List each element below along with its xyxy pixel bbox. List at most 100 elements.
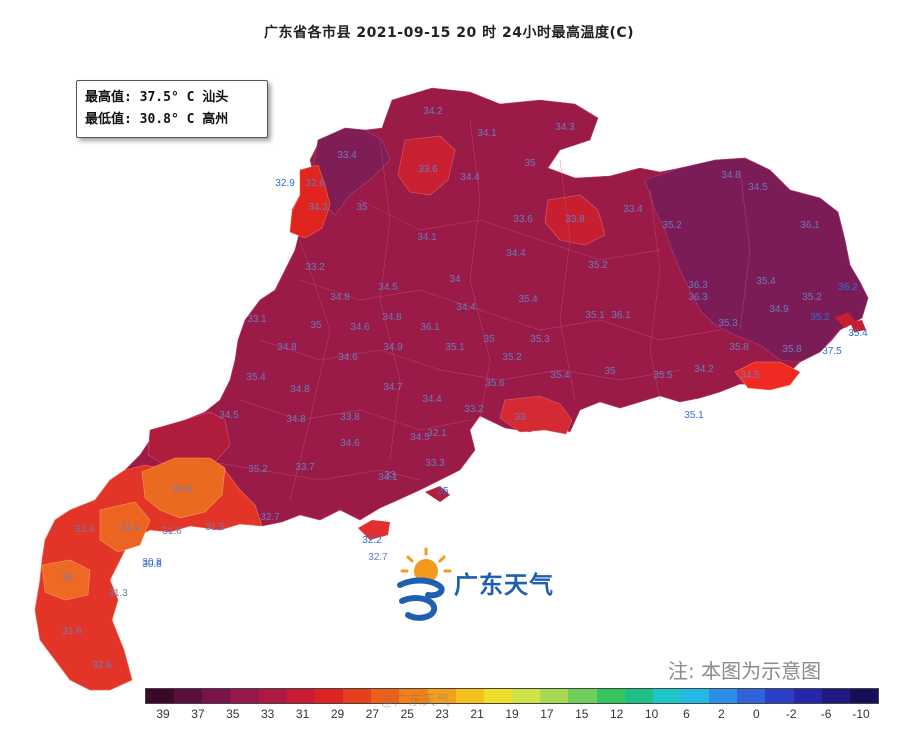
station-temperature-label: 36.1 [420, 322, 440, 333]
colorbar-tick-label: 2 [718, 707, 725, 721]
station-temperature-label: 34.8 [290, 384, 310, 395]
colorbar-swatch [230, 689, 259, 703]
station-temperature-label: 35 [356, 202, 368, 213]
station-temperature-label: 33.3 [425, 458, 445, 469]
colorbar-swatch [737, 689, 766, 703]
colorbar-swatch [286, 689, 315, 703]
colorbar-tick-label: 33 [261, 707, 275, 721]
outside-labels: 32.9 36.2 37.5 35.4 35.1 32.2 30.8 35 35.2 [142, 178, 868, 570]
shantou-red-region [734, 361, 801, 391]
station-temperature-label: 31.6 [162, 526, 182, 537]
colorbar-tick-label: -10 [852, 707, 870, 721]
southwest-orange-region [99, 501, 151, 553]
station-temperature-label: 35.2 [662, 220, 682, 231]
colorbar-swatch [512, 689, 541, 703]
logo-text: 广东天气 [454, 571, 554, 599]
colorbar-swatch [680, 689, 710, 703]
colorbar-tick-label: 0 [752, 707, 760, 721]
station-temperature-label: 34.6 [338, 352, 358, 363]
station-temperature-label: 35.2 [810, 312, 830, 323]
station-temperature-label: 30.8 [172, 484, 192, 495]
station-temperature-label: 37.5 [822, 346, 842, 357]
station-temperature-label: 34.4 [422, 394, 442, 405]
station-temperature-label: 32.6 [92, 660, 112, 671]
station-temperature-label: 33 [514, 412, 526, 423]
station-temperature-label: 34.5 [219, 410, 239, 421]
northeast-purple-region [644, 157, 869, 363]
station-temperature-label: 35.8 [782, 344, 802, 355]
watermark: @广东天气 [380, 693, 450, 709]
wave-icon [397, 577, 445, 621]
station-temperature-label: 34.1 [477, 128, 497, 139]
station-temperature-label: 35.3 [530, 334, 550, 345]
colorbar-swatch [765, 689, 794, 703]
station-temperature-label: 35.2 [588, 260, 608, 271]
map-title: 广东省各市县 2021-09-15 20 时 24小时最高温度(C) [263, 25, 635, 41]
station-temperature-label: 34.4 [456, 302, 476, 313]
west-coast-red-region [34, 461, 263, 691]
station-temperature-label: 34.8 [330, 292, 350, 303]
station-temperature-label: 31.1 [120, 522, 140, 533]
schematic-note: 注: 本图为示意图 [668, 659, 822, 683]
station-temperature-label: 34.4 [460, 172, 480, 183]
station-temperature-label: 33.1 [247, 314, 267, 325]
station-temperature-label: 34.3 [308, 202, 328, 213]
station-temperature-label: 34.8 [721, 170, 741, 181]
station-temperature-label: 33.2 [305, 262, 325, 273]
pearl-river-red-region [499, 395, 573, 435]
colorbar-swatch [427, 689, 456, 703]
colorbar-tick-label: 39 [156, 707, 170, 721]
island-shape [835, 312, 856, 328]
colorbar-tick-label: 17 [540, 707, 554, 721]
station-temperature-label: 34.5 [740, 370, 760, 381]
colorbar-swatch [540, 689, 569, 703]
station-temperature-label: 35 [524, 158, 536, 169]
station-temperature-label: 35.4 [848, 328, 868, 339]
colorbar-tick-label: 6 [683, 707, 690, 721]
station-temperature-label: 34.5 [410, 432, 430, 443]
station-temperature-label: 35.4 [518, 294, 538, 305]
station-temperature-label: 35.4 [550, 370, 570, 381]
station-temperature-label: 34.4 [506, 248, 526, 259]
station-temperature-label: 35 [437, 486, 449, 497]
station-temperature-label: 31.6 [62, 626, 82, 637]
station-temperature-label: 35.8 [729, 342, 749, 353]
sun-icon [400, 547, 452, 583]
station-temperature-label: 32.2 [362, 535, 382, 546]
colorbar-swatch [793, 689, 822, 703]
colorbar-swatch [709, 689, 738, 703]
station-temperature-label: 35.4 [756, 276, 776, 287]
colorbar-tick-label: 37 [191, 707, 205, 721]
station-temperature-label: 34.1 [378, 472, 398, 483]
colorbar-swatch [821, 689, 850, 703]
extremes-info-box: 最高值: 37.5° C 汕头 最低值: 30.8° C 高州 [76, 80, 268, 138]
station-temperature-label: 34.8 [382, 312, 402, 323]
station-temperature-label: 34.9 [383, 342, 403, 353]
station-temperature-label: 35.6 [485, 378, 505, 389]
station-temperature-label: 34.5 [378, 282, 398, 293]
station-temperature-label: 33.7 [295, 462, 315, 473]
station-temperature-label: 32.9 [275, 178, 295, 189]
colorbar-tick-label: 12 [610, 707, 624, 721]
colorbar-swatch [343, 689, 372, 703]
station-temperature-label: 34.3 [555, 122, 575, 133]
station-temperature-label: 32.7 [260, 512, 280, 523]
station-temperature-label: 34.2 [423, 106, 443, 117]
station-temperature-label: 34.8 [286, 414, 306, 425]
colorbar-tick-label: 25 [400, 707, 414, 721]
station-temperature-label: 34 [449, 274, 461, 285]
station-temperature-label: 34.1 [417, 232, 437, 243]
station-temperature-label: 35.1 [684, 410, 704, 421]
colorbar-ticks: 39 37 35 33 31 29 27 25 23 21 19 17 15 12 10 6 2 0 -2 -6 -10 [145, 707, 879, 723]
station-temperature-label: 34.6 [350, 322, 370, 333]
colorbar-swatch [146, 689, 175, 703]
station-temperature-label: 33 [384, 470, 396, 481]
station-temperature-label: 33.4 [623, 204, 643, 215]
station-temperature-label: 33.2 [464, 404, 484, 415]
north-red-region [397, 135, 456, 196]
guangdong-weather-logo [397, 547, 452, 621]
colorbar-tick-label: -6 [820, 707, 832, 721]
southwest-crimson-region [147, 411, 231, 471]
colorbar-tick-label: 29 [330, 707, 345, 721]
station-temperature-label: 35.1 [445, 342, 465, 353]
